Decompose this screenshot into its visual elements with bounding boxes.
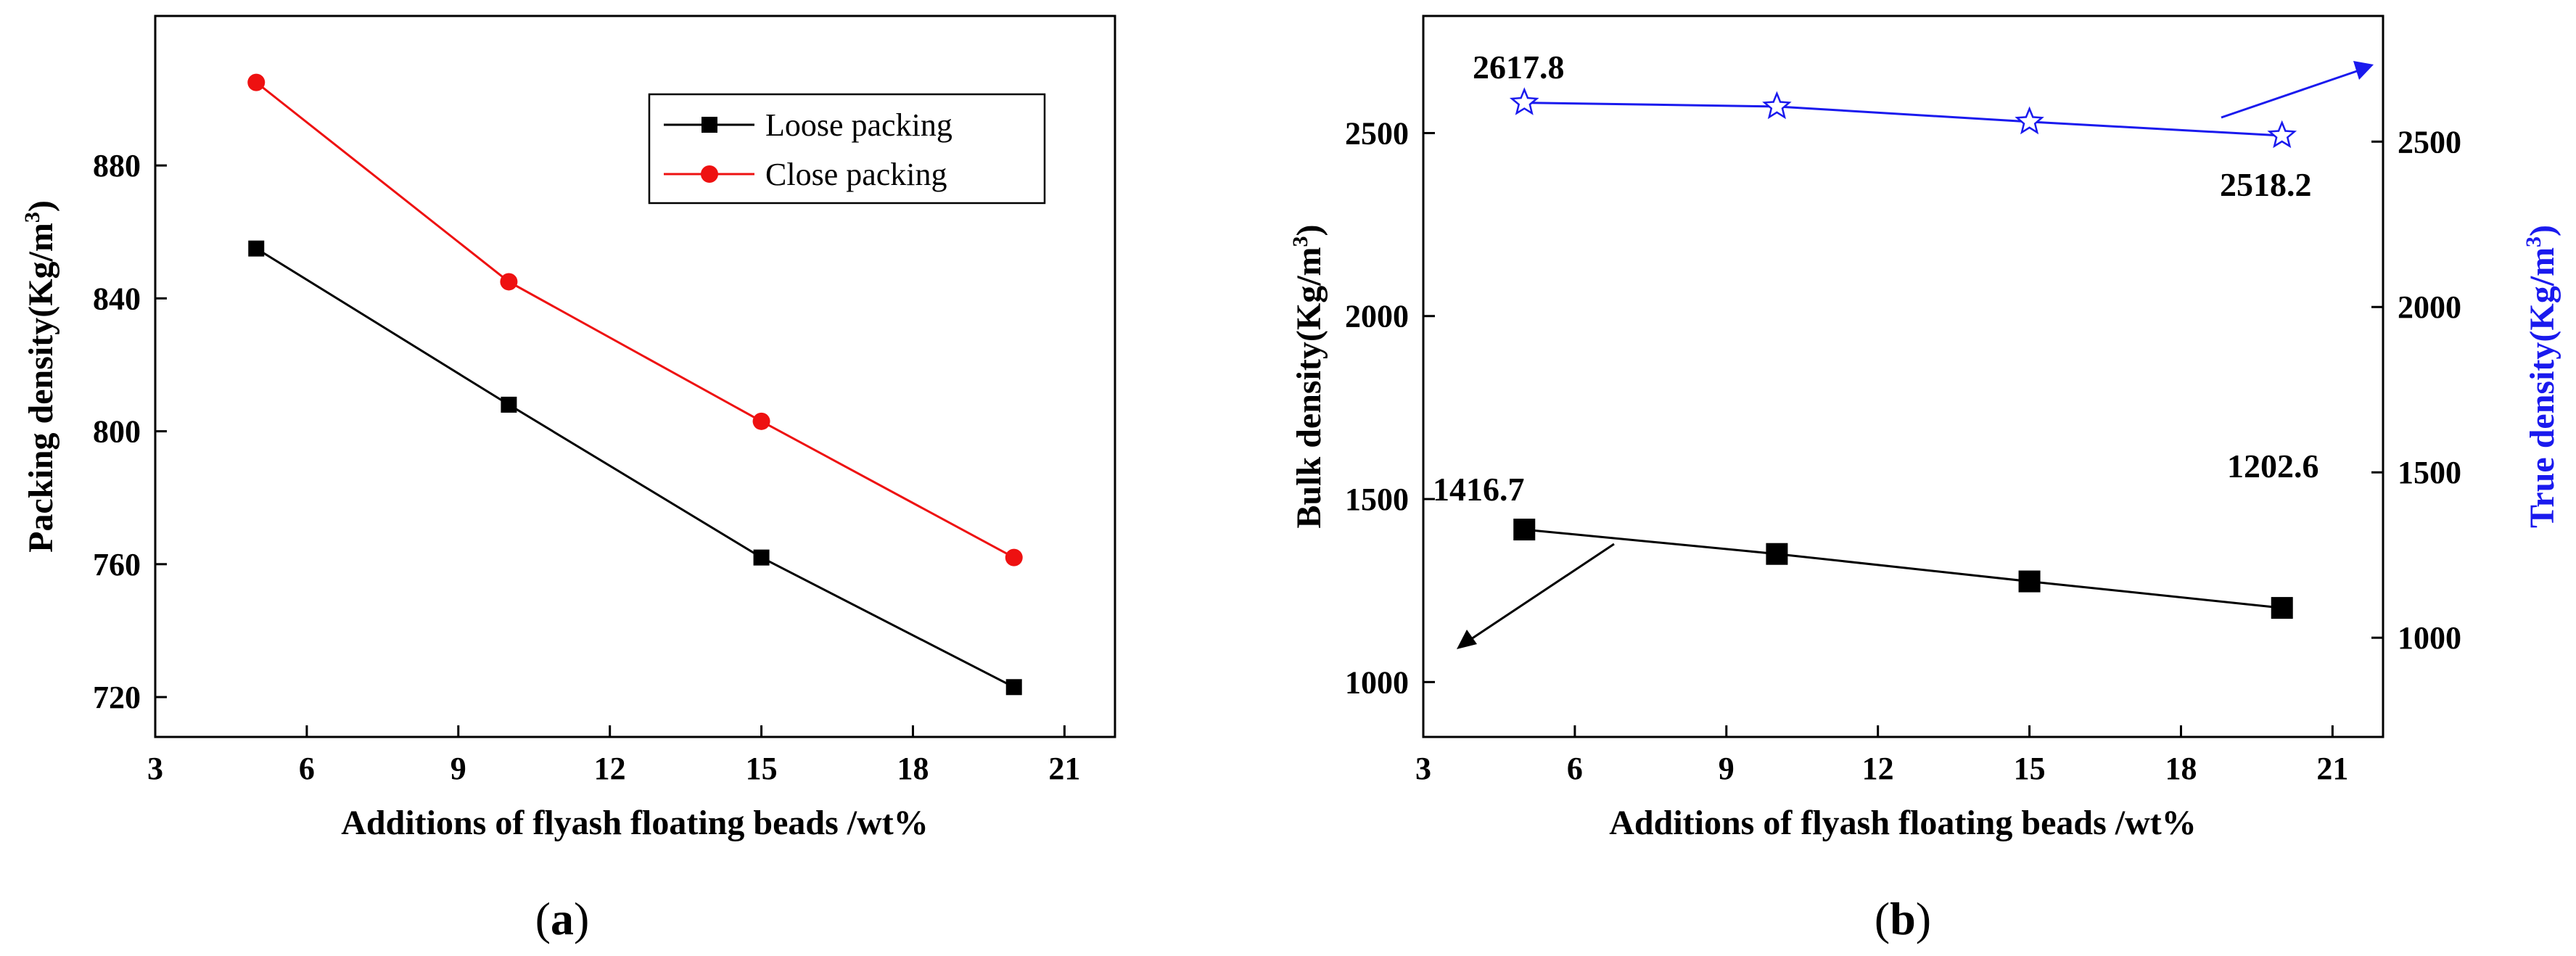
panel-b-x-tick-label: 3 bbox=[1415, 751, 1431, 786]
panel-b-x-tick-label: 12 bbox=[1862, 751, 1894, 786]
panel-a-series-1-point bbox=[752, 412, 770, 430]
legend-close-marker bbox=[701, 165, 718, 183]
panel-a-y-tick-label: 720 bbox=[93, 680, 141, 715]
panel-a-y-axis-title-main: Packing density(Kg/m bbox=[22, 223, 60, 553]
panel-b-series-1-point bbox=[2015, 106, 2044, 135]
panel-a-y-tick-label: 760 bbox=[93, 547, 141, 582]
panel-b-y-right-axis-title-main: True density(Kg/m bbox=[2523, 247, 2561, 528]
panel-b-x-tick-label: 6 bbox=[1567, 751, 1583, 786]
panel-b-series-1-point bbox=[1762, 91, 1792, 120]
annotation-true-end: 2518.2 bbox=[2220, 166, 2312, 203]
panel-a-label: (a) bbox=[535, 893, 590, 944]
panel-a-series-0-point bbox=[753, 549, 770, 566]
panel-a-series-1-point bbox=[500, 273, 518, 291]
panel-b-y-tick-label: 2500 bbox=[1345, 115, 1409, 151]
annotation-bulk-end: 1202.6 bbox=[2227, 448, 2319, 485]
panel-b-y-right-axis-title-close: ) bbox=[2523, 225, 2561, 236]
annotation-bulk-start: 1416.7 bbox=[1433, 471, 1525, 508]
panel-b-y-axis-title: Bulk density(Kg/m3) bbox=[1288, 224, 1328, 528]
panel-a-series-1-point bbox=[1005, 548, 1023, 566]
panel-b-y-axis-title-close: ) bbox=[1290, 224, 1328, 236]
arrow-right-shaft bbox=[2221, 69, 2360, 119]
panel-a-legend-box bbox=[648, 93, 1046, 205]
panel-a-x-tick-label: 6 bbox=[299, 751, 315, 786]
panel-b-y-right-tick-label: 1500 bbox=[2398, 455, 2461, 490]
panel-b-series-0-line bbox=[1524, 528, 2282, 609]
panel-b-x-tick-label: 9 bbox=[1719, 751, 1735, 786]
panel-a-y-axis-title-sup: 3 bbox=[20, 212, 44, 223]
panel-a-y-tick-label: 800 bbox=[93, 414, 141, 450]
panel-b-y-tick-label: 2000 bbox=[1345, 299, 1409, 334]
panel-a-series-0-point bbox=[1005, 679, 1022, 696]
panel-a-x-axis-title: Additions of flyash floating beads /wt% bbox=[341, 804, 928, 842]
panel-a-label-letter: a bbox=[551, 893, 574, 944]
panel-a-x-tick-label: 3 bbox=[147, 751, 163, 786]
arrow-right-head bbox=[2353, 61, 2374, 80]
legend-loose-marker bbox=[701, 117, 717, 133]
panel-b-y-right-tick-label: 2500 bbox=[2398, 124, 2461, 160]
panel-b-x-tick-label: 21 bbox=[2316, 751, 2348, 786]
panel-b-y-right-axis-title: True density(Kg/m3) bbox=[2522, 225, 2561, 528]
panel-a-y-axis-title: Packing density(Kg/m3) bbox=[20, 200, 60, 553]
panel-b-series bbox=[1509, 87, 2297, 619]
panel-a-chart: 3 6 9 12 15 18 21 720 760 800 840 880 Additions of … bbox=[20, 15, 1116, 944]
panel-a-y-tick-label: 840 bbox=[93, 281, 141, 316]
panel-b-y-tick-label: 1500 bbox=[1345, 482, 1409, 517]
panel-b-series-0-point bbox=[2271, 597, 2293, 619]
annotation-true-start: 2617.8 bbox=[1473, 49, 1565, 86]
panel-b-y-right-axis-title-sup: 3 bbox=[2522, 236, 2546, 247]
panel-a-series-1-line bbox=[255, 81, 1015, 559]
panel-b-y-tick-label: 1000 bbox=[1345, 664, 1409, 700]
panel-b-label: (b) bbox=[1875, 893, 1931, 944]
arrow-left-head bbox=[1457, 630, 1477, 649]
panel-a-x-tick-label: 15 bbox=[746, 751, 778, 786]
panel-b-series-1-line bbox=[1524, 102, 2282, 137]
panel-a-ticks: 3 6 9 12 15 18 21 720 760 800 840 880 bbox=[93, 148, 1080, 786]
panel-a-y-tick-label: 880 bbox=[93, 148, 141, 184]
panel-b-y-right-tick-label: 2000 bbox=[2398, 289, 2461, 325]
panel-b-x-tick-label: 15 bbox=[2014, 751, 2046, 786]
panel-a-y-axis-title-close: ) bbox=[22, 200, 60, 212]
panel-b-y-axis-title-sup: 3 bbox=[1288, 236, 1312, 247]
panel-b-chart: 3 6 9 12 15 18 21 1000 1500 2000 2500 1000 1500 2000 2… bbox=[1288, 15, 2561, 944]
panel-a-series bbox=[247, 73, 1023, 696]
panel-b-series-0-point bbox=[1513, 519, 1536, 541]
panel-b-label-letter: b bbox=[1890, 893, 1916, 944]
panel-b-y-axis-title-main: Bulk density(Kg/m bbox=[1290, 247, 1328, 528]
panel-a-series-0-point bbox=[248, 240, 265, 257]
panel-b-series-1-point bbox=[2267, 120, 2297, 149]
arrow-to-left-axis bbox=[1457, 543, 1615, 649]
legend-close-label: Close packing bbox=[765, 157, 947, 192]
panel-b-series-0-point bbox=[1766, 543, 1788, 565]
panel-a-x-tick-label: 21 bbox=[1048, 751, 1080, 786]
panel-a-series-0-point bbox=[501, 396, 517, 413]
panel-a-plot-frame bbox=[154, 15, 1116, 738]
panel-b-x-axis-title: Additions of flyash floating beads /wt% bbox=[1609, 804, 2196, 842]
arrow-left-shaft bbox=[1466, 543, 1615, 643]
panel-b-plot-frame bbox=[1422, 15, 2384, 738]
panel-a-x-tick-label: 9 bbox=[450, 751, 466, 786]
panel-b-ticks: 3 6 9 12 15 18 21 1000 1500 2000 2500 1000 1500 2000 2… bbox=[1345, 115, 2461, 786]
panel-b-series-0-point bbox=[2018, 570, 2041, 593]
panel-a-series-0-line bbox=[255, 247, 1015, 688]
legend-loose-label: Loose packing bbox=[765, 107, 952, 143]
panel-a-series-1-point bbox=[247, 73, 266, 91]
arrow-to-right-axis bbox=[2221, 61, 2374, 119]
panel-a-x-tick-label: 18 bbox=[897, 751, 929, 786]
panel-b-y-right-tick-label: 1000 bbox=[2398, 620, 2461, 656]
panel-a-x-tick-label: 12 bbox=[594, 751, 626, 786]
panel-b-x-tick-label: 18 bbox=[2165, 751, 2197, 786]
panel-b-series-1-point bbox=[1509, 87, 1539, 115]
panel-a-legend: Loose packing Close packing bbox=[648, 93, 1046, 205]
